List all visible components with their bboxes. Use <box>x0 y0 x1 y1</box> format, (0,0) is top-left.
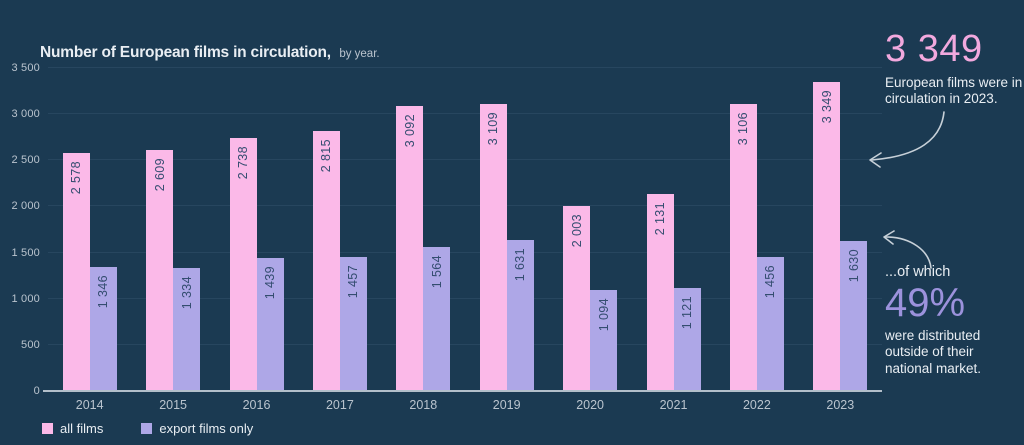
y-axis-tick-label-1000: 1 000 <box>11 292 40 305</box>
x-axis-year-label-2016: 2016 <box>242 398 271 412</box>
x-axis-year-label-2018: 2018 <box>409 398 438 412</box>
x-axis-year-label-2014: 2014 <box>75 398 104 412</box>
bar-value-label: 2 003 <box>569 214 584 248</box>
y-axis-tick-label-1500: 1 500 <box>11 246 40 259</box>
bar-value-label: 3 109 <box>486 112 501 146</box>
annotation-share-lead: ...of which <box>885 264 951 280</box>
annotation-total-number: 3 349 <box>885 28 983 70</box>
chart-plot-area: 2 578 1 346 2014 2 609 1 334 2015 2 738 1 439 20… <box>43 67 882 412</box>
legend-label-all-films: all films <box>60 421 104 436</box>
bar-all-films-2020: 2 003 <box>563 206 591 391</box>
curved-arrow-up-left-icon <box>883 230 932 269</box>
bar-export-films-only-2023: 1 630 <box>840 240 868 391</box>
x-axis-baseline <box>43 390 882 392</box>
x-axis-year-label-2017: 2017 <box>325 398 354 412</box>
bar-value-label: 1 094 <box>596 298 611 332</box>
annotation-2023-total: 3 349 European films were in circulation… <box>885 28 1024 107</box>
gridline-1000 <box>48 297 882 299</box>
bar-value-label: 1 439 <box>263 266 277 300</box>
curved-arrow-down-left-icon <box>869 111 945 168</box>
bar-value-label: 1 630 <box>846 248 861 282</box>
bar-all-films-2016: 2 738 <box>229 138 257 391</box>
chart-subtitle: by year. <box>339 48 380 60</box>
bar-value-label: 1 334 <box>179 275 194 310</box>
bar-all-films-2014: 2 578 <box>62 153 90 391</box>
legend-swatch-export-films-only <box>141 423 153 434</box>
bar-all-films-2021: 2 131 <box>646 194 674 391</box>
bar-value-label: 1 121 <box>680 295 694 329</box>
legend-item-export-films-only: export films only <box>141 421 253 436</box>
bar-export-films-only-2019: 1 631 <box>506 240 534 391</box>
annotation-share-number: 49% <box>885 281 966 325</box>
x-axis-year-label-2022: 2022 <box>742 398 771 412</box>
gridline-2500 <box>48 159 882 161</box>
chart-title: Number of European films in circulation, <box>40 44 331 61</box>
x-axis-year-label-2019: 2019 <box>492 398 521 412</box>
bar-all-films-2015: 2 609 <box>146 150 174 391</box>
bar-value-label: 1 631 <box>513 248 528 282</box>
y-axis-tick-label-2500: 2 500 <box>11 154 40 167</box>
bar-value-label: 2 609 <box>152 158 167 192</box>
y-axis-tick-label-2000: 2 000 <box>11 200 40 213</box>
bar-value-label: 2 131 <box>653 202 667 236</box>
gridline-2000 <box>48 205 882 207</box>
bar-export-films-only-2020: 1 094 <box>590 290 618 391</box>
gridline-3000 <box>48 113 882 115</box>
bar-export-films-only-2014: 1 346 <box>89 266 117 391</box>
x-axis-year-label-2015: 2015 <box>159 398 187 412</box>
bar-all-films-2018: 3 092 <box>396 105 424 391</box>
bar-value-label: 1 456 <box>763 264 778 298</box>
gridline-3500 <box>48 67 882 68</box>
legend-swatch-all-films <box>42 423 53 434</box>
bar-export-films-only-2017: 1 457 <box>339 256 367 391</box>
legend-label-export-films-only: export films only <box>159 421 254 436</box>
annotation-share-text: were distributed outside of their nation… <box>885 328 982 376</box>
bar-export-films-only-2022: 1 456 <box>756 256 784 391</box>
bar-value-label: 3 349 <box>819 89 834 124</box>
bar-value-label: 2 578 <box>69 161 84 195</box>
gridline-1500 <box>48 251 882 253</box>
legend-item-all-films: all films <box>42 421 103 436</box>
bar-export-films-only-2021: 1 121 <box>673 287 701 391</box>
bar-value-label: 1 457 <box>346 264 361 298</box>
bar-value-label: 1 346 <box>96 274 111 309</box>
bar-all-films-2023: 3 349 <box>813 81 841 391</box>
x-axis-year-label-2021: 2021 <box>659 398 688 412</box>
bar-export-films-only-2018: 1 564 <box>423 246 451 391</box>
y-axis: 0 500 1 000 1 500 2 000 2 500 3 000 3 500 <box>0 62 40 397</box>
x-axis-year-label-2020: 2020 <box>576 398 604 412</box>
y-axis-tick-label-3500: 3 500 <box>11 62 40 74</box>
bar-value-label: 1 564 <box>429 254 444 288</box>
chart-title-row: Number of European films in circulation,… <box>40 44 380 62</box>
bar-export-films-only-2016: 1 439 <box>256 258 284 391</box>
bar-all-films-2017: 2 815 <box>312 131 340 391</box>
annotation-export-share: ...of which 49% were distributed outside… <box>885 264 1009 377</box>
bar-value-label: 3 106 <box>736 112 751 146</box>
y-axis-tick-label-0: 0 <box>33 385 40 397</box>
gridline-500 <box>48 343 882 345</box>
x-axis-year-label-2023: 2023 <box>826 398 855 412</box>
annotation-total-text: European films were in circulation in 20… <box>885 74 1023 107</box>
bar-value-label: 3 092 <box>402 113 417 147</box>
y-axis-tick-label-500: 500 <box>21 338 40 351</box>
bar-all-films-2019: 3 109 <box>479 104 507 391</box>
chart-legend: all films export films only <box>42 421 253 436</box>
bar-all-films-2022: 3 106 <box>729 104 757 391</box>
y-axis-tick-label-3000: 3 000 <box>11 108 40 121</box>
bar-export-films-only-2015: 1 334 <box>173 267 201 391</box>
bar-value-label: 2 738 <box>236 146 250 180</box>
bar-value-label: 2 815 <box>319 139 334 173</box>
